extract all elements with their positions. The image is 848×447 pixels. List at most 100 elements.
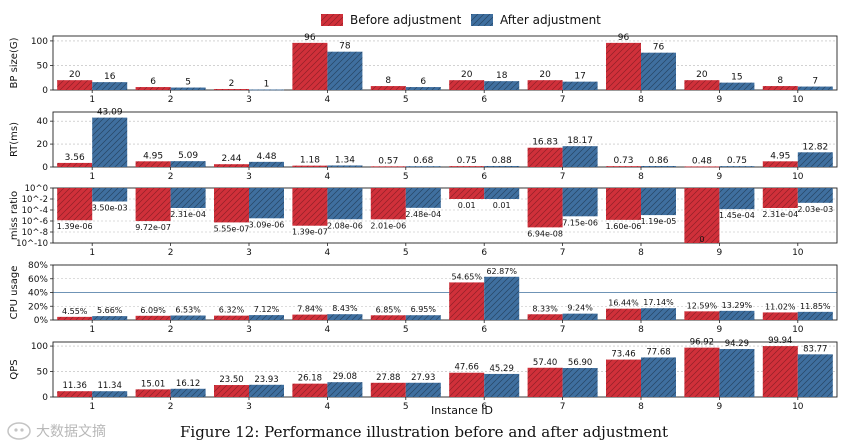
bar-after-hatch [797, 152, 833, 167]
bar-before-hatch [606, 308, 641, 320]
y-tick-label: 0% [34, 316, 49, 326]
bar-after-hatch [562, 368, 598, 397]
bar-after-hatch [170, 188, 206, 209]
plot-frame [52, 341, 838, 398]
bar-before-hatch [370, 166, 406, 168]
x-tick-label: 3 [246, 95, 252, 105]
plot-frame [52, 35, 838, 91]
y-tick-label: 100 [31, 37, 48, 47]
x-tick-label: 6 [481, 172, 487, 182]
data-label: 8 [385, 76, 391, 86]
plot-frame [52, 264, 838, 321]
data-label: 96 [618, 33, 630, 43]
data-label: 0.01 [458, 201, 476, 210]
bar-before-hatch [684, 80, 720, 90]
bar-after-hatch [327, 188, 363, 220]
bar-after-hatch [484, 276, 520, 320]
bar-after-hatch [249, 89, 284, 91]
x-tick-label: 10 [792, 172, 804, 182]
data-label: 0.01 [493, 201, 511, 210]
bar-before-hatch [292, 165, 328, 167]
data-label: 83.77 [803, 344, 827, 354]
bar-after-hatch [249, 188, 284, 219]
bar-before-hatch [292, 314, 328, 320]
data-label: 94.29 [725, 339, 749, 349]
data-label: 11.85% [800, 302, 831, 311]
bar-before-hatch [135, 188, 171, 222]
x-tick-label: 3 [246, 248, 252, 258]
y-tick-label: 40 [37, 117, 49, 127]
bar-before-hatch [292, 42, 328, 90]
legend-label-before: Before adjustment [350, 13, 462, 27]
x-tick-label: 7 [560, 172, 566, 182]
bar-after-hatch [170, 87, 206, 90]
bar-before-hatch [214, 164, 249, 167]
data-label: 43.09 [97, 108, 123, 118]
data-label: 4.95 [143, 151, 163, 161]
bar-before-hatch [606, 188, 641, 220]
y-tick-label: 40% [28, 289, 48, 299]
x-tick-label: 3 [246, 172, 252, 182]
data-label: 56.90 [568, 358, 592, 368]
bar-before-hatch [449, 188, 485, 199]
data-label: 5 [185, 78, 191, 88]
x-tick-label: 2 [168, 248, 174, 258]
data-label: 96.92 [690, 338, 714, 348]
bar-before-hatch [370, 315, 406, 320]
data-label: 7 [812, 77, 818, 87]
data-label: 1.34 [335, 155, 355, 165]
bar-before-hatch [135, 315, 171, 320]
y-axis-label: RT(ms) [9, 122, 20, 157]
bar-before-hatch [762, 161, 798, 167]
y-tick-label: 0 [42, 86, 48, 96]
bar-after-hatch [719, 166, 755, 167]
data-label: 20 [696, 70, 708, 80]
bar-after-hatch [327, 382, 363, 397]
bar-before-hatch [684, 347, 720, 397]
bar-before-hatch [57, 188, 93, 221]
bar-after-hatch [719, 348, 755, 397]
data-label: 15.01 [141, 379, 165, 389]
data-label: 3.50e-03 [92, 204, 128, 213]
data-label: 3.56 [65, 153, 85, 163]
data-label: 4.48 [256, 152, 276, 162]
data-label: 2.31e-04 [762, 210, 798, 219]
y-tick-label: 100 [31, 342, 48, 352]
data-label: 8 [777, 76, 783, 86]
bar-before-hatch [214, 89, 249, 90]
x-tick-label: 5 [403, 402, 409, 412]
data-label: 5.09 [178, 151, 198, 161]
x-tick-label: 7 [560, 402, 566, 412]
bar-before-hatch [762, 188, 798, 209]
x-tick-label: 10 [792, 95, 804, 105]
bar-after-hatch [484, 165, 520, 167]
y-tick-label: 10^-10 [16, 239, 48, 249]
bar-after-hatch [641, 308, 676, 320]
data-label: 6.53% [175, 306, 201, 315]
bar-after-hatch [249, 161, 284, 167]
bar-after-hatch [797, 311, 833, 320]
bar-after-hatch [719, 310, 755, 320]
y-tick-label: 80% [28, 261, 48, 271]
bar-before-hatch [762, 346, 798, 397]
data-label: 15 [731, 73, 742, 83]
bar-after-hatch [719, 82, 755, 90]
bar-before-hatch [214, 315, 249, 320]
bar-after-hatch [327, 314, 363, 320]
x-tick-label: 2 [168, 325, 174, 335]
y-tick-label: 10^-8 [22, 228, 48, 238]
data-label: 77.68 [646, 347, 670, 357]
data-label: 0.75 [727, 156, 747, 166]
bar-after-hatch [405, 166, 441, 168]
bar-after-hatch [327, 51, 363, 90]
bar-after-hatch [92, 82, 128, 90]
bar-before-hatch [449, 80, 485, 90]
data-label: 16 [104, 72, 116, 82]
bar-after-hatch [92, 117, 128, 167]
bar-after-hatch [327, 165, 363, 167]
data-label: 1.39e-07 [292, 228, 328, 237]
bar-before-hatch [527, 188, 563, 228]
x-tick-label: 5 [403, 95, 409, 105]
bar-after-hatch [92, 188, 128, 202]
bar-after-hatch [92, 391, 128, 397]
